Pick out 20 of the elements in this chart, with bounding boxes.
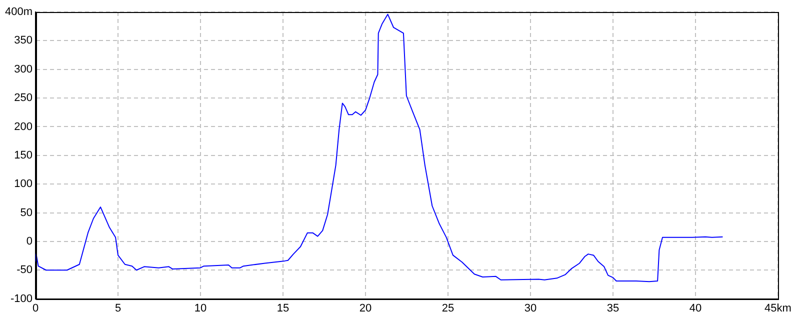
- y-tick-label: -50: [16, 264, 33, 276]
- y-tick-label: 100: [14, 178, 33, 190]
- y-tick-label: 350: [14, 34, 33, 47]
- x-tick-label: 25: [442, 302, 454, 314]
- y-tick-label: 400m: [4, 6, 33, 18]
- x-tick-label: 20: [359, 302, 372, 314]
- x-tick-label: 45km: [764, 302, 792, 314]
- y-tick-label: 250: [14, 92, 33, 104]
- y-tick-label: 0: [26, 235, 33, 248]
- y-tick-label: 200: [14, 120, 33, 133]
- x-tick-label: 15: [276, 302, 290, 314]
- x-tick-label: 35: [606, 302, 620, 314]
- x-tick-label: 40: [689, 302, 702, 314]
- x-tick-label: 10: [194, 302, 207, 314]
- y-tick-label: 50: [20, 206, 33, 219]
- x-tick-label: 5: [114, 302, 122, 314]
- y-tick-label: 300: [14, 63, 33, 76]
- y-tick-label: 150: [14, 149, 33, 162]
- y-tick-label: -100: [10, 292, 33, 305]
- x-tick-label: 30: [524, 302, 537, 314]
